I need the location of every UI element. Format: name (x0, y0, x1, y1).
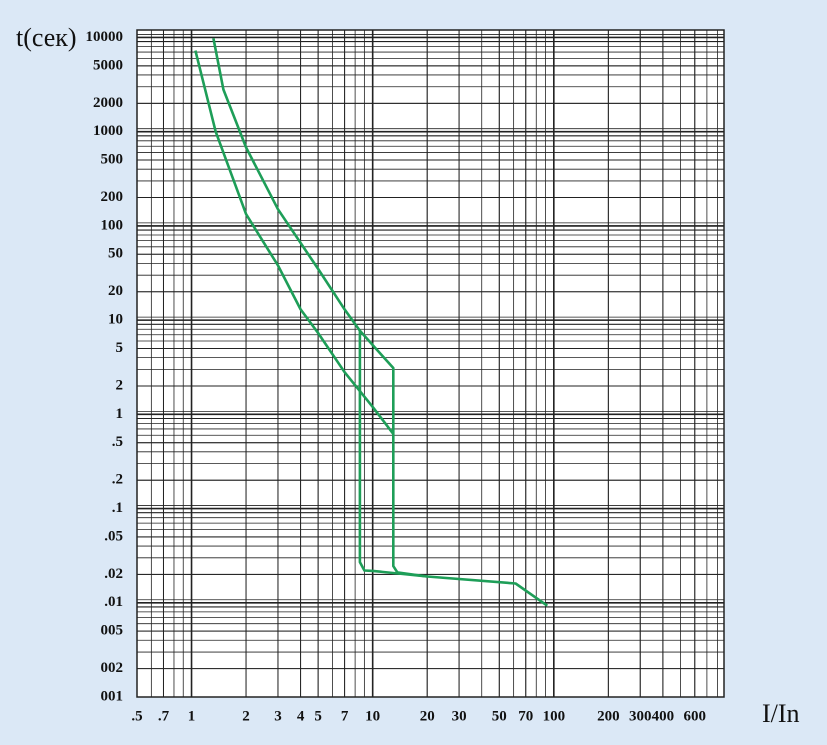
curve (358, 330, 428, 578)
x-tick-label: 70 (518, 708, 533, 724)
x-tick-label: 10 (365, 708, 380, 724)
x-tick-label: 2 (242, 708, 250, 724)
x-tick-label: .7 (158, 708, 170, 724)
x-tick-label: 100 (543, 708, 566, 724)
x-tick-label: 400 (652, 708, 675, 724)
y-tick-label: 10000 (86, 29, 124, 45)
y-tick-label: 2000 (93, 95, 123, 111)
y-tick-label: 200 (101, 189, 124, 205)
y-tick-label: .1 (112, 500, 123, 516)
y-tick-label: .2 (112, 472, 123, 488)
x-tick-label: 7 (341, 708, 349, 724)
y-tick-label: 100 (101, 217, 124, 233)
x-tick-label: 1 (188, 708, 196, 724)
y-tick-label: 5 (116, 340, 124, 356)
x-axis-title: I/In (762, 699, 800, 728)
plot-area (137, 30, 724, 697)
x-tick-label: 4 (297, 708, 305, 724)
x-tick-label: 300 (629, 708, 652, 724)
x-tick-label: 600 (684, 708, 707, 724)
x-tick-label: 50 (492, 708, 507, 724)
x-tick-label: 5 (314, 708, 322, 724)
x-tick-label: 30 (452, 708, 467, 724)
y-tick-label: 2 (116, 377, 124, 393)
y-tick-label: .5 (112, 434, 123, 450)
x-tick-label: 3 (274, 708, 282, 724)
y-tick-label: 005 (101, 623, 124, 639)
y-tick-label: 002 (101, 660, 124, 676)
y-tick-label: .02 (104, 566, 123, 582)
y-tick-label: 50 (108, 246, 123, 262)
y-tick-label: 1 (116, 406, 124, 422)
curve (194, 50, 395, 435)
y-tick-label: 1000 (93, 123, 123, 139)
y-tick-label: 5000 (93, 57, 123, 73)
y-tick-label: .01 (104, 594, 123, 610)
x-tick-label: .5 (131, 708, 142, 724)
y-tick-label: .05 (104, 528, 123, 544)
plot-border (136, 29, 725, 698)
x-tick-label: 200 (597, 708, 620, 724)
y-tick-label: 500 (101, 151, 124, 167)
y-tick-label: 20 (108, 283, 123, 299)
x-tick-label: 20 (420, 708, 435, 724)
y-tick-label: 10 (108, 312, 123, 328)
y-tick-label: 001 (101, 688, 124, 704)
y-axis-title: t(сек) (16, 23, 77, 52)
